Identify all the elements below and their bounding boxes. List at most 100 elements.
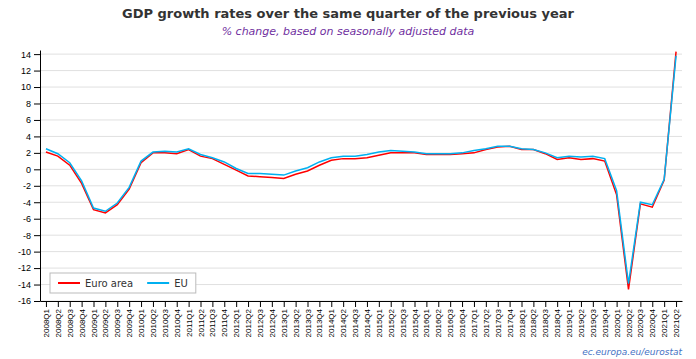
x-tick: 2017Q1 <box>470 301 479 337</box>
x-tick-mark <box>272 301 273 307</box>
x-tick-label: 2012Q3 <box>256 308 265 337</box>
y-tick-mark <box>34 252 40 253</box>
x-tick-label: 2009Q3 <box>113 308 122 337</box>
y-tick: 6 <box>26 115 40 125</box>
y-tick: 4 <box>26 132 40 142</box>
x-tick: 2008Q3 <box>66 301 75 337</box>
x-tick: 2014Q1 <box>327 301 336 337</box>
x-tick: 2010Q1 <box>137 301 146 337</box>
x-tick-mark <box>58 301 59 307</box>
x-tick-label: 2017Q1 <box>470 308 479 337</box>
y-tick-mark <box>34 301 40 302</box>
x-tick-label: 2016Q3 <box>446 308 455 337</box>
y-tick-label: 10 <box>21 82 31 92</box>
x-tick-label: 2021Q2 <box>672 308 681 337</box>
y-tick-mark <box>34 169 40 170</box>
x-tick-mark <box>581 301 582 307</box>
x-tick-mark <box>82 301 83 307</box>
x-tick: 2018Q1 <box>518 301 527 337</box>
x-tick: 2019Q4 <box>601 301 610 337</box>
x-tick: 2010Q2 <box>149 301 158 337</box>
x-tick: 2021Q1 <box>660 301 669 337</box>
x-tick-mark <box>153 301 154 307</box>
x-tick-label: 2020Q1 <box>613 308 622 337</box>
y-tick: -8 <box>23 231 40 241</box>
y-tick: -4 <box>23 198 40 208</box>
grid-line <box>40 218 682 219</box>
x-tick: 2018Q3 <box>541 301 550 337</box>
y-tick: 8 <box>26 99 40 109</box>
y-tick-mark <box>34 136 40 137</box>
x-tick-label: 2020Q3 <box>636 308 645 337</box>
x-tick-mark <box>474 301 475 307</box>
x-tick-mark <box>189 301 190 307</box>
x-tick-label: 2017Q4 <box>506 308 515 337</box>
x-tick: 2016Q2 <box>434 301 443 337</box>
x-tick-mark <box>201 301 202 307</box>
x-tick-mark <box>652 301 653 307</box>
y-tick-mark <box>34 219 40 220</box>
x-tick: 2013Q1 <box>280 301 289 337</box>
y-tick: 2 <box>26 148 40 158</box>
x-tick: 2016Q1 <box>422 301 431 337</box>
x-tick-label: 2011Q3 <box>208 308 217 336</box>
legend-box <box>50 273 196 293</box>
x-tick-mark <box>224 301 225 307</box>
y-tick-label: -8 <box>23 231 31 241</box>
x-tick-label: 2017Q3 <box>494 308 503 337</box>
grid <box>40 54 682 301</box>
x-tick-label: 2016Q1 <box>422 308 431 337</box>
grid-line <box>40 235 682 236</box>
x-tick: 2009Q4 <box>125 301 134 337</box>
y-tick-label: 6 <box>26 115 31 125</box>
series-line <box>46 52 676 290</box>
y-tick: 12 <box>21 66 40 76</box>
annotation: ec.europa.eu/eurostat <box>582 347 682 357</box>
x-tick-mark <box>498 301 499 307</box>
y-tick: -16 <box>18 296 40 306</box>
x-tick-mark <box>486 301 487 307</box>
grid-line <box>40 54 682 55</box>
x-tick-mark <box>94 301 95 307</box>
grid-line <box>40 152 682 153</box>
x-tick-label: 2018Q2 <box>529 308 538 337</box>
x-tick-mark <box>141 301 142 307</box>
x-tick-label: 2008Q4 <box>78 308 87 337</box>
grid-line <box>40 251 682 252</box>
x-tick: 2021Q2 <box>672 301 681 337</box>
x-tick: 2011Q2 <box>197 301 206 337</box>
x-tick-mark <box>46 301 47 307</box>
x-tick-mark <box>676 301 677 307</box>
x-tick: 2016Q3 <box>446 301 455 337</box>
x-tick-label: 2016Q2 <box>434 308 443 337</box>
x-tick: 2012Q2 <box>244 301 253 337</box>
grid-line <box>40 136 682 137</box>
x-tick-mark <box>165 301 166 307</box>
x-tick-mark <box>415 301 416 307</box>
x-tick: 2017Q3 <box>494 301 503 337</box>
subtitle: % change, based on seasonally adjusted d… <box>222 25 475 38</box>
grid-line <box>40 202 682 203</box>
series-line <box>46 56 676 284</box>
y-tick-label: -4 <box>23 198 31 208</box>
x-tick-mark <box>522 301 523 307</box>
x-tick: 2020Q1 <box>613 301 622 337</box>
x-tick: 2020Q4 <box>648 301 657 337</box>
x-tick-label: 2017Q2 <box>482 308 491 337</box>
x-tick-label: 2011Q1 <box>185 308 194 336</box>
x-tick-mark <box>177 301 178 307</box>
y-tick: -14 <box>18 280 40 290</box>
x-tick: 2017Q2 <box>482 301 491 337</box>
x-tick-label: 2018Q3 <box>541 308 550 337</box>
x-tick-label: 2021Q1 <box>660 308 669 337</box>
x-tick-mark <box>70 301 71 307</box>
x-tick-mark <box>391 301 392 307</box>
x-tick-label: 2018Q1 <box>518 308 527 337</box>
y-tick-mark <box>34 71 40 72</box>
x-tick: 2008Q4 <box>78 301 87 337</box>
x-tick: 2013Q4 <box>315 301 324 337</box>
x-tick-label: 2015Q3 <box>399 308 408 337</box>
y-tick-label: 0 <box>26 165 31 175</box>
x-tick: 2015Q3 <box>399 301 408 337</box>
grid-line <box>40 87 682 88</box>
